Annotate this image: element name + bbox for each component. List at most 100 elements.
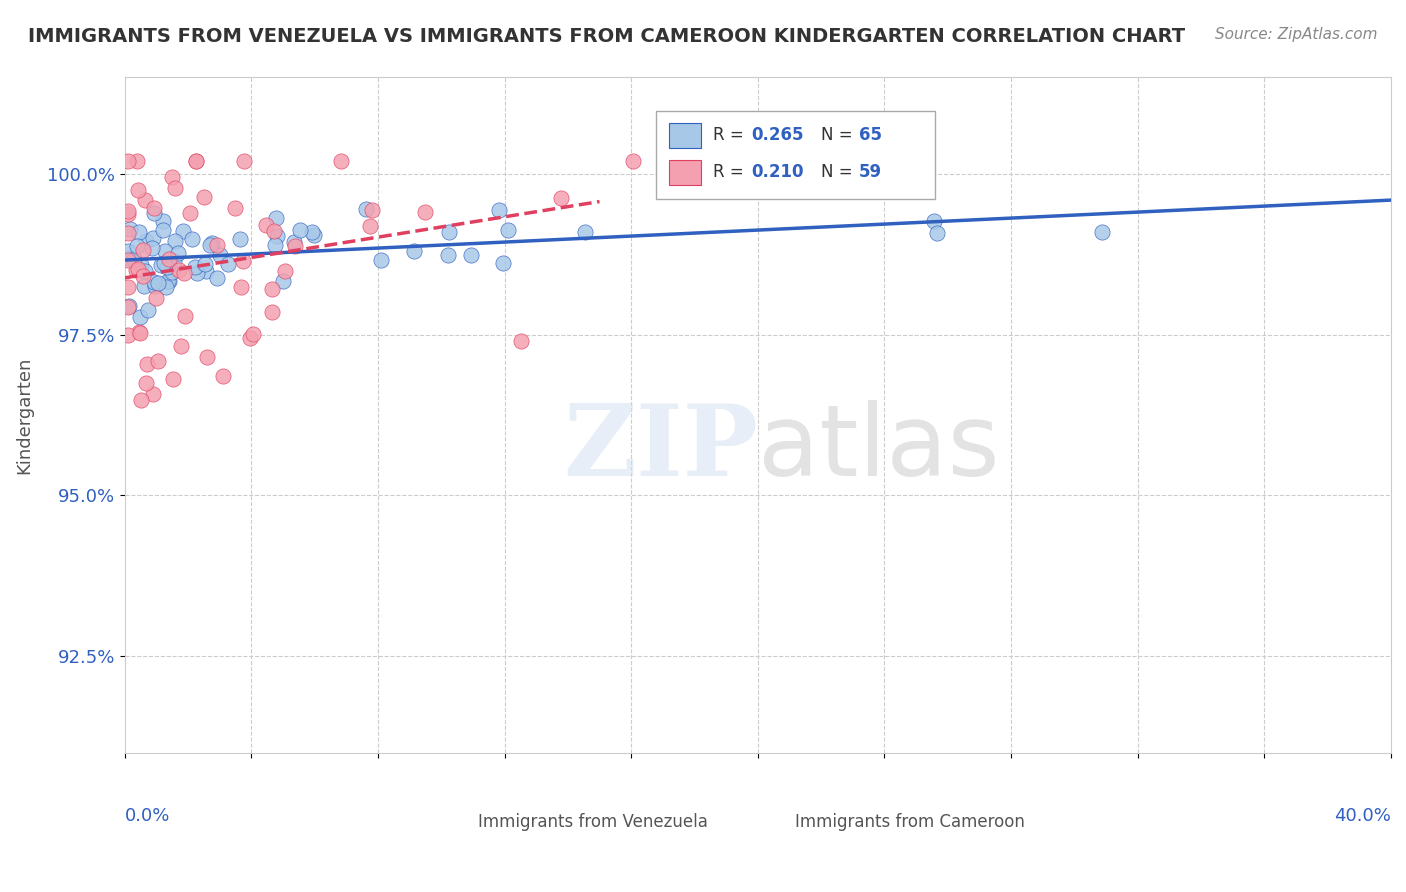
Point xyxy=(195,350,218,364)
Point xyxy=(304,228,326,243)
Point xyxy=(360,202,382,217)
Text: N =: N = xyxy=(821,163,858,181)
Point xyxy=(117,244,139,259)
Point xyxy=(128,326,150,340)
Point xyxy=(152,214,174,228)
Point xyxy=(209,248,232,262)
Point xyxy=(174,310,197,324)
Point xyxy=(181,232,204,246)
Point xyxy=(621,154,644,169)
Point xyxy=(404,244,426,258)
Bar xyxy=(770,800,789,817)
Text: R =: R = xyxy=(713,163,749,181)
Text: Immigrants from Venezuela: Immigrants from Venezuela xyxy=(478,814,709,831)
Point xyxy=(148,276,170,290)
Point xyxy=(232,253,254,268)
Point xyxy=(288,223,311,237)
Point xyxy=(172,224,194,238)
Point xyxy=(925,227,948,241)
Point xyxy=(156,260,179,274)
Point xyxy=(117,327,139,342)
Point xyxy=(184,154,207,169)
Point xyxy=(163,234,186,248)
Point xyxy=(118,222,141,236)
Point xyxy=(150,258,173,272)
Point xyxy=(162,253,184,268)
Point xyxy=(135,357,157,371)
Point xyxy=(165,181,187,195)
Point xyxy=(205,237,228,252)
Point xyxy=(488,203,510,218)
Point xyxy=(157,274,180,288)
Point xyxy=(122,252,145,267)
Point xyxy=(152,222,174,236)
Text: Source: ZipAtlas.com: Source: ZipAtlas.com xyxy=(1215,27,1378,42)
Y-axis label: Kindergarten: Kindergarten xyxy=(15,356,32,474)
Point xyxy=(359,219,381,233)
Point xyxy=(145,291,167,305)
Point xyxy=(370,252,392,267)
Point xyxy=(198,238,221,252)
Point xyxy=(143,206,166,220)
Bar xyxy=(669,123,700,148)
Point xyxy=(128,225,150,239)
Point xyxy=(263,237,285,252)
Point xyxy=(117,252,139,267)
Point xyxy=(207,271,229,285)
Point xyxy=(127,154,149,169)
Point xyxy=(254,218,277,232)
Point xyxy=(160,265,183,279)
Point xyxy=(132,243,155,257)
Point xyxy=(186,267,208,281)
Point xyxy=(550,191,572,205)
Point xyxy=(675,154,697,169)
Point xyxy=(239,331,262,345)
Point xyxy=(922,214,945,228)
Text: 65: 65 xyxy=(859,126,882,144)
Point xyxy=(1091,225,1114,239)
Point xyxy=(183,260,205,274)
Point xyxy=(131,392,153,407)
Point xyxy=(129,326,152,341)
Point xyxy=(354,202,377,216)
Text: 0.265: 0.265 xyxy=(751,126,804,144)
Point xyxy=(117,207,139,221)
Text: R =: R = xyxy=(713,126,749,144)
Point xyxy=(157,274,180,288)
Point xyxy=(143,278,166,293)
Point xyxy=(117,300,139,314)
Point xyxy=(263,224,285,238)
Point xyxy=(229,232,252,246)
Point xyxy=(117,154,139,169)
Point xyxy=(128,310,150,325)
Text: 59: 59 xyxy=(859,163,882,181)
Point xyxy=(127,183,149,197)
Text: N =: N = xyxy=(821,126,858,144)
Point xyxy=(510,334,533,349)
Point xyxy=(127,239,149,253)
Point xyxy=(212,369,235,384)
Point xyxy=(142,231,165,245)
Point xyxy=(496,223,519,237)
Point xyxy=(118,299,141,313)
Point xyxy=(262,305,284,319)
Point xyxy=(301,225,323,239)
Text: IMMIGRANTS FROM VENEZUELA VS IMMIGRANTS FROM CAMEROON KINDERGARTEN CORRELATION C: IMMIGRANTS FROM VENEZUELA VS IMMIGRANTS … xyxy=(28,27,1185,45)
Point xyxy=(155,279,177,293)
Point xyxy=(179,206,201,220)
Point xyxy=(160,169,183,184)
Point xyxy=(284,238,307,252)
Point xyxy=(167,246,190,260)
Point xyxy=(330,154,353,169)
Point xyxy=(117,226,139,240)
Text: 0.210: 0.210 xyxy=(751,163,804,181)
Point xyxy=(193,190,215,204)
Point xyxy=(437,225,460,239)
Point xyxy=(138,303,160,318)
Point xyxy=(437,248,460,262)
Point xyxy=(274,263,297,277)
Point xyxy=(142,276,165,290)
Point xyxy=(170,339,193,353)
Point xyxy=(117,204,139,219)
Point xyxy=(273,274,295,288)
